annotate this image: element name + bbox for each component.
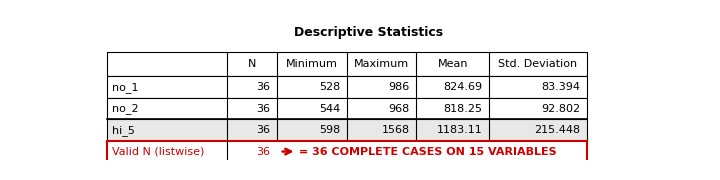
Text: 215.448: 215.448: [534, 125, 580, 135]
Text: Minimum: Minimum: [286, 59, 338, 69]
Text: 598: 598: [319, 125, 340, 135]
Text: Mean: Mean: [438, 59, 468, 69]
Text: Descriptive Statistics: Descriptive Statistics: [294, 26, 444, 39]
Text: 92.802: 92.802: [541, 103, 580, 114]
Text: 968: 968: [389, 103, 410, 114]
Text: hi_5: hi_5: [112, 125, 135, 136]
Bar: [107, 98, 587, 119]
Text: 36: 36: [256, 82, 270, 92]
Bar: [107, 119, 587, 141]
Text: 36: 36: [256, 103, 270, 114]
Text: Std. Deviation: Std. Deviation: [498, 59, 577, 69]
Text: 544: 544: [319, 103, 340, 114]
Text: 1568: 1568: [382, 125, 410, 135]
Text: Maximum: Maximum: [354, 59, 409, 69]
Text: 818.25: 818.25: [444, 103, 482, 114]
Text: no_1: no_1: [112, 82, 139, 93]
Bar: [107, 52, 587, 76]
Text: 986: 986: [389, 82, 410, 92]
Text: 83.394: 83.394: [541, 82, 580, 92]
Text: no_2: no_2: [112, 103, 139, 114]
Text: = 36 COMPLETE CASES ON 15 VARIABLES: = 36 COMPLETE CASES ON 15 VARIABLES: [300, 147, 557, 157]
Text: 824.69: 824.69: [443, 82, 482, 92]
Bar: [107, 141, 587, 162]
Bar: [107, 76, 587, 98]
Text: 1183.11: 1183.11: [436, 125, 482, 135]
Text: Valid N (listwise): Valid N (listwise): [112, 147, 204, 157]
Text: 36: 36: [256, 147, 270, 157]
Text: N: N: [248, 59, 256, 69]
Text: 528: 528: [319, 82, 340, 92]
Text: 36: 36: [256, 125, 270, 135]
